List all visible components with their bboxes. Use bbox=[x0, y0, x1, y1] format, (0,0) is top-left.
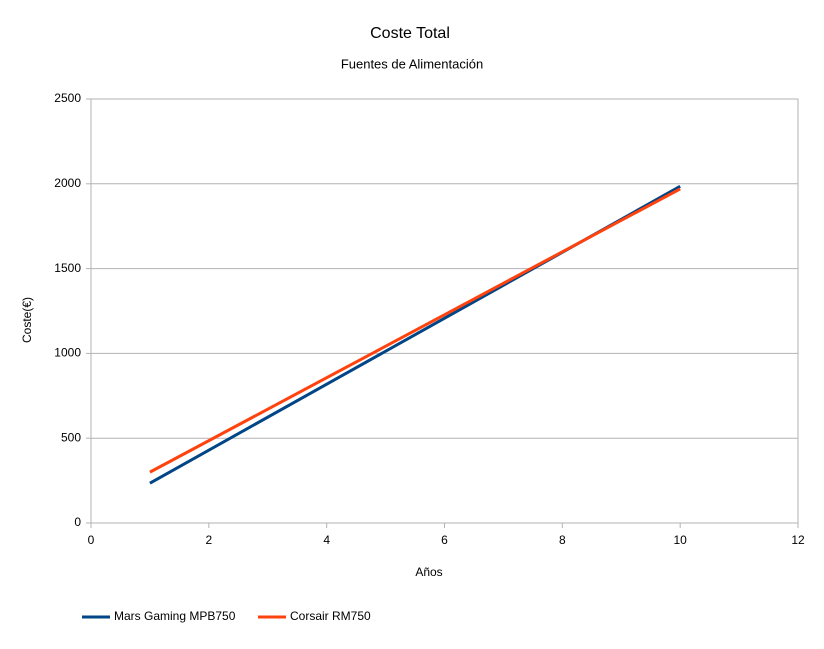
legend-label: Mars Gaming MPB750 bbox=[114, 609, 236, 623]
y-tick-label: 1000 bbox=[54, 346, 81, 360]
legend-label: Corsair RM750 bbox=[290, 609, 371, 623]
y-tick-label: 500 bbox=[61, 430, 81, 444]
x-tick-label: 4 bbox=[323, 533, 330, 547]
x-axis-label: Años bbox=[415, 565, 442, 579]
x-tick-label: 0 bbox=[88, 533, 95, 547]
series-line bbox=[149, 187, 681, 474]
y-axis-label: Coste(€) bbox=[20, 297, 34, 343]
y-tick-label: 1500 bbox=[54, 261, 81, 275]
y-tick-label: 2000 bbox=[54, 176, 81, 190]
x-tick-label: 2 bbox=[205, 533, 212, 547]
chart-title: Coste Total bbox=[370, 25, 450, 42]
x-tick-label: 8 bbox=[559, 533, 566, 547]
x-tick-label: 12 bbox=[791, 533, 805, 547]
y-tick-label: 2500 bbox=[54, 91, 81, 105]
x-tick-label: 6 bbox=[441, 533, 448, 547]
chart-subtitle: Fuentes de Alimentación bbox=[341, 56, 483, 71]
x-tick-label: 10 bbox=[673, 533, 687, 547]
y-tick-label: 0 bbox=[74, 515, 81, 529]
